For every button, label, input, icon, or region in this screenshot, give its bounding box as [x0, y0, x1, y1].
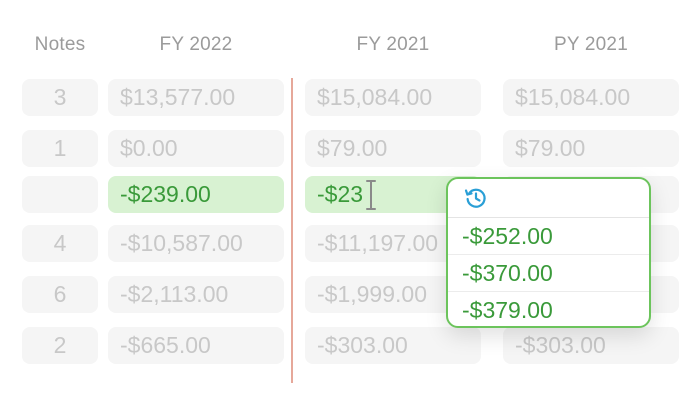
header-fy2022: FY 2022	[159, 34, 233, 55]
py2021-cell[interactable]: -$303.00	[503, 327, 679, 364]
fy2022-cell[interactable]: -$2,113.00	[108, 276, 284, 313]
notes-cell[interactable]: 1	[22, 130, 98, 167]
notes-cell[interactable]	[22, 176, 98, 213]
suggestion-option[interactable]: -$379.00	[462, 297, 553, 323]
fy2022-cell[interactable]: -$665.00	[108, 327, 284, 364]
fy2022-cell[interactable]: $13,577.00	[108, 79, 284, 116]
suggestion-option[interactable]: -$252.00	[448, 218, 649, 255]
fy2021-cell[interactable]: $15,084.00	[305, 79, 481, 116]
py2021-cell[interactable]: $79.00	[503, 130, 679, 167]
history-clock-icon	[464, 188, 486, 208]
fy2021-cell[interactable]: $79.00	[305, 130, 481, 167]
popup-header	[448, 179, 649, 218]
header-fy2021: FY 2021	[356, 34, 430, 55]
notes-cell[interactable]: 3	[22, 79, 98, 116]
fy2022-cell[interactable]: -$10,587.00	[108, 225, 284, 262]
notes-cell[interactable]: 4	[22, 225, 98, 262]
fy2022-cell[interactable]: $0.00	[108, 130, 284, 167]
header-notes: Notes	[34, 34, 86, 55]
column-divider	[291, 78, 293, 383]
notes-cell[interactable]: 2	[22, 327, 98, 364]
notes-cell[interactable]: 6	[22, 276, 98, 313]
text-cursor-icon	[366, 180, 376, 210]
header-py2021: PY 2021	[554, 34, 628, 55]
fy2021-cell[interactable]: -$303.00	[305, 327, 481, 364]
py2021-cell[interactable]: $15,084.00	[503, 79, 679, 116]
fy2022-cell-highlighted[interactable]: -$239.00	[108, 176, 284, 213]
suggestion-option[interactable]: -$370.00	[448, 255, 649, 292]
history-suggestions-popup: -$252.00 -$370.00 -$379.00	[446, 177, 651, 328]
